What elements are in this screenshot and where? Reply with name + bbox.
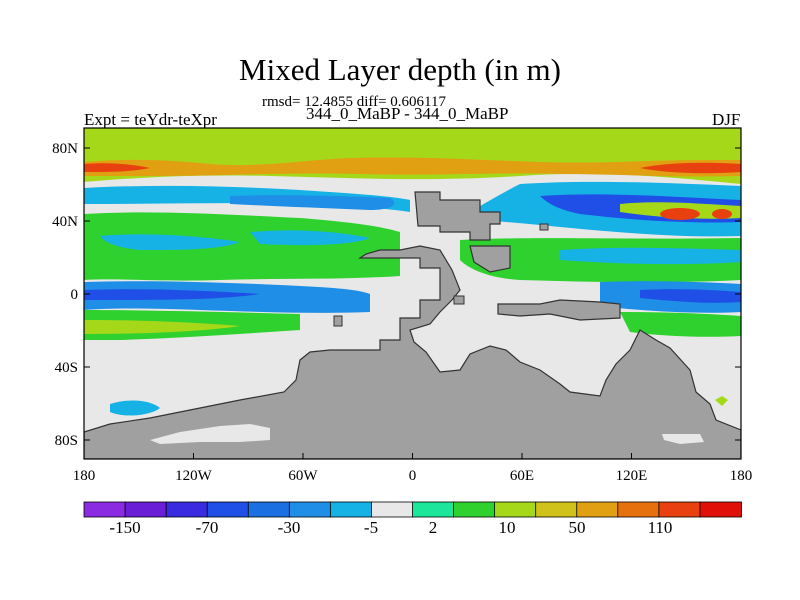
field-tropics-cyan-3 (560, 247, 741, 265)
field-tropics-cyan-2 (250, 230, 370, 246)
field-south-tropics-lime (84, 320, 240, 334)
x-tick-label: 120E (616, 468, 648, 484)
y-tick-label: 80S (55, 433, 78, 449)
colorbar-swatch (371, 501, 414, 518)
colorbar-label: 110 (648, 518, 673, 537)
land-small-island-1 (333, 315, 343, 327)
field-north-red-east (640, 162, 741, 174)
stats-subtitle: rmsd= 12.4855 diff= 0.606117 (262, 94, 446, 110)
y-tick-label: 40S (55, 360, 78, 376)
colorbar-swatch (535, 501, 578, 518)
field-tropics-green-west (84, 212, 400, 281)
map-plot-area (84, 128, 741, 459)
field-antarctic-pocket-2 (662, 434, 704, 444)
colorbar-label: 10 (499, 518, 516, 537)
colorbar-swatch (453, 501, 496, 518)
colorbar-swatch (206, 501, 250, 518)
colorbar-label: 50 (569, 518, 586, 537)
colorbar-swatch (617, 501, 660, 518)
colorbar-labels: -150 -70 -30 -5 2 10 50 110 (109, 518, 672, 537)
colorbar-swatch (658, 501, 701, 518)
colorbar-label: 2 (429, 518, 438, 537)
season-label: DJF (712, 110, 741, 129)
x-tick-label: 0 (409, 468, 417, 484)
land-small-island-2 (453, 295, 465, 305)
colorbar-swatch (83, 501, 126, 518)
field-south-cyan-patch-1 (110, 400, 160, 416)
x-tick-label: 60W (288, 468, 318, 484)
land-supercontinent (84, 245, 741, 459)
colorbar-swatch (124, 501, 168, 518)
field-east-red-2 (712, 209, 732, 219)
field-south-tropics-green-east (620, 312, 741, 337)
colorbar-swatch (699, 501, 742, 518)
y-tick-label: 0 (71, 287, 79, 303)
x-tick-label: 180 (730, 468, 753, 484)
land-small-island-3 (539, 223, 549, 231)
field-antarctic-pocket-1 (150, 424, 270, 444)
colorbar-label: -150 (109, 518, 140, 537)
y-tick-label: 40N (52, 214, 78, 230)
colorbar-label: -70 (196, 518, 219, 537)
colorbar-swatch (247, 501, 291, 518)
page-title: Mixed Layer depth (in m) (239, 52, 561, 87)
x-tick-label: 120W (175, 468, 213, 484)
field-equatorial-wp-deep (640, 289, 741, 303)
colorbar (83, 501, 742, 518)
colorbar-label: -30 (278, 518, 301, 537)
y-tick-label: 80N (52, 141, 78, 157)
colorbar-swatch (494, 501, 537, 518)
field-north-red-west (84, 163, 150, 172)
field-small-green-diamond (715, 396, 728, 406)
colorbar-swatch (576, 501, 619, 518)
field-pacific-blue (230, 195, 395, 210)
colorbar-label: -5 (364, 518, 378, 537)
x-axis: 180 120W 60W 0 60E 120E 180 (73, 453, 753, 484)
case-label: 344_0_MaBP - 344_0_MaBP (306, 104, 509, 123)
land-eurasia-west (414, 191, 501, 241)
land-island-east (469, 245, 511, 273)
field-tropics-cyan-1 (100, 234, 240, 250)
field-equatorial-deep (84, 289, 260, 300)
colorbar-swatch (329, 501, 373, 518)
experiment-label: Expt = teYdr-teXpr (84, 110, 217, 129)
field-east-red-1 (660, 208, 700, 220)
colorbar-swatch (288, 501, 332, 518)
field-north-orange-band (84, 157, 741, 177)
x-tick-label: 60E (510, 468, 534, 484)
land-eastern-strip (497, 299, 621, 321)
colorbar-swatch (165, 501, 209, 518)
x-tick-label: 180 (73, 468, 96, 484)
colorbar-swatch (412, 501, 455, 518)
y-axis: 80N 40N 0 40S 80S (52, 141, 741, 449)
